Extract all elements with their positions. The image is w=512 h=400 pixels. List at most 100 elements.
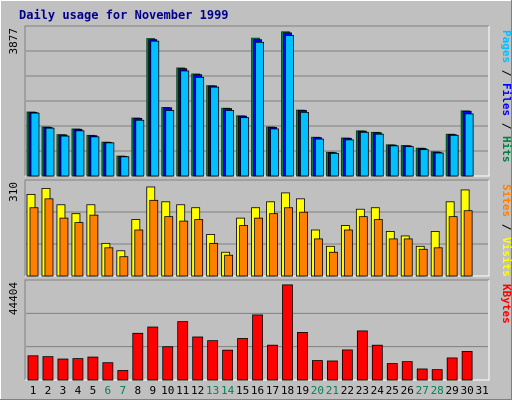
day-label-31: 31 <box>475 384 488 397</box>
legend-entry: / <box>500 63 512 83</box>
bar-sites-day-12 <box>194 219 204 277</box>
bar-kbytes-day-24 <box>371 344 383 381</box>
bar-sites-day-7 <box>119 256 129 277</box>
series-pages <box>30 35 474 177</box>
bar-sites-day-17 <box>269 213 278 277</box>
bar-sites-day-13 <box>209 242 219 277</box>
bar-pages-day-1 <box>30 112 40 177</box>
bar-kbytes-day-13 <box>207 340 219 381</box>
day-label-27: 27 <box>416 384 429 397</box>
day-label-7: 7 <box>120 384 127 397</box>
day-label-1: 1 <box>30 384 37 397</box>
bar-pages-day-17 <box>270 128 279 177</box>
bar-sites-day-23 <box>358 216 368 277</box>
bar-pages-day-6 <box>105 142 115 177</box>
bar-kbytes-day-1 <box>27 355 39 381</box>
bar-sites-day-26 <box>403 238 413 277</box>
bar-sites-day-29 <box>448 216 458 277</box>
day-label-26: 26 <box>401 384 414 397</box>
bar-pages-day-4 <box>75 130 85 177</box>
bar-pages-day-29 <box>449 134 459 177</box>
day-label-6: 6 <box>105 384 112 397</box>
day-label-20: 20 <box>311 384 324 397</box>
panel-top-bevel-dark <box>24 25 489 176</box>
bar-pages-day-11 <box>180 70 190 177</box>
bar-kbytes-day-18 <box>282 284 293 381</box>
bar-pages-day-24 <box>374 133 384 177</box>
bar-sites-day-3 <box>59 217 69 277</box>
bar-pages-day-7 <box>120 156 130 177</box>
bar-sites-day-4 <box>74 222 84 277</box>
day-label-11: 11 <box>176 384 189 397</box>
bar-pages-day-16 <box>255 41 264 177</box>
panel-mid-legend: Sites / Visits <box>500 184 512 277</box>
day-label-25: 25 <box>386 384 399 397</box>
bar-kbytes-day-27 <box>416 368 428 381</box>
day-label-29: 29 <box>446 384 459 397</box>
bar-kbytes-day-15 <box>237 338 248 381</box>
bar-sites-day-1 <box>29 207 39 277</box>
bar-pages-day-3 <box>60 135 70 177</box>
legend-entry: / <box>500 217 512 237</box>
bar-kbytes-day-26 <box>401 361 413 381</box>
day-label-18: 18 <box>281 384 294 397</box>
bar-pages-day-30 <box>464 113 474 177</box>
day-label-24: 24 <box>371 384 385 397</box>
bar-kbytes-day-12 <box>192 336 204 381</box>
bar-pages-day-9 <box>150 40 160 177</box>
day-label-8: 8 <box>134 384 141 397</box>
day-label-13: 13 <box>206 384 219 397</box>
panel-top-max-label: 3877 <box>7 28 20 55</box>
panel-mid-max-label: 310 <box>7 182 20 202</box>
bar-pages-day-13 <box>210 86 220 177</box>
bar-sites-day-25 <box>388 238 398 277</box>
bar-kbytes-day-25 <box>386 363 398 381</box>
bar-sites-day-30 <box>463 210 473 277</box>
bar-kbytes-day-14 <box>222 349 234 381</box>
day-label-10: 10 <box>161 384 174 397</box>
bar-kbytes-day-17 <box>267 344 278 381</box>
day-label-2: 2 <box>45 384 52 397</box>
chart-title: Daily usage for November 1999 <box>19 8 229 22</box>
bar-sites-day-5 <box>89 214 99 277</box>
legend-entry: Visits <box>500 237 512 277</box>
bar-kbytes-day-16 <box>252 314 263 381</box>
bar-kbytes-day-11 <box>177 321 189 381</box>
day-label-28: 28 <box>431 384 444 397</box>
day-label-12: 12 <box>191 384 204 397</box>
bar-sites-day-15 <box>239 225 248 277</box>
bar-pages-day-10 <box>165 110 175 177</box>
bar-pages-day-26 <box>404 146 414 177</box>
day-label-16: 16 <box>251 384 264 397</box>
bar-kbytes-day-8 <box>132 332 144 381</box>
series-kbytes <box>27 284 473 381</box>
panel-bot-max-label: 44404 <box>7 282 20 315</box>
legend-entry: Hits <box>500 136 512 163</box>
bar-sites-day-14 <box>224 254 234 277</box>
bar-sites-day-19 <box>299 211 308 277</box>
bar-kbytes-day-29 <box>446 357 458 381</box>
panel-mid-bevel-dark <box>24 179 489 276</box>
bar-sites-day-10 <box>164 216 174 277</box>
bar-sites-day-27 <box>418 248 428 277</box>
series-sites <box>29 198 473 277</box>
bar-pages-day-8 <box>135 119 145 177</box>
bar-kbytes-day-3 <box>57 358 69 381</box>
day-label-15: 15 <box>236 384 249 397</box>
legend-entry: Files <box>500 83 512 116</box>
panel-top: 3877 Pages / Files / Hits <box>7 25 512 177</box>
day-label-19: 19 <box>296 384 309 397</box>
bar-kbytes-day-2 <box>42 356 54 381</box>
panel-bot-legend: KBytes <box>500 284 512 324</box>
bar-kbytes-day-10 <box>162 346 174 381</box>
bar-pages-day-14 <box>225 110 235 177</box>
bar-kbytes-day-30 <box>461 351 473 381</box>
bar-pages-day-18 <box>285 35 294 177</box>
day-label-30: 30 <box>461 384 474 397</box>
panel-mid: 310 Sites / Visits <box>7 179 512 277</box>
day-label-17: 17 <box>266 384 279 397</box>
bar-sites-day-24 <box>373 219 383 277</box>
legend-entry: Sites <box>500 184 512 217</box>
bar-pages-day-23 <box>359 131 369 177</box>
